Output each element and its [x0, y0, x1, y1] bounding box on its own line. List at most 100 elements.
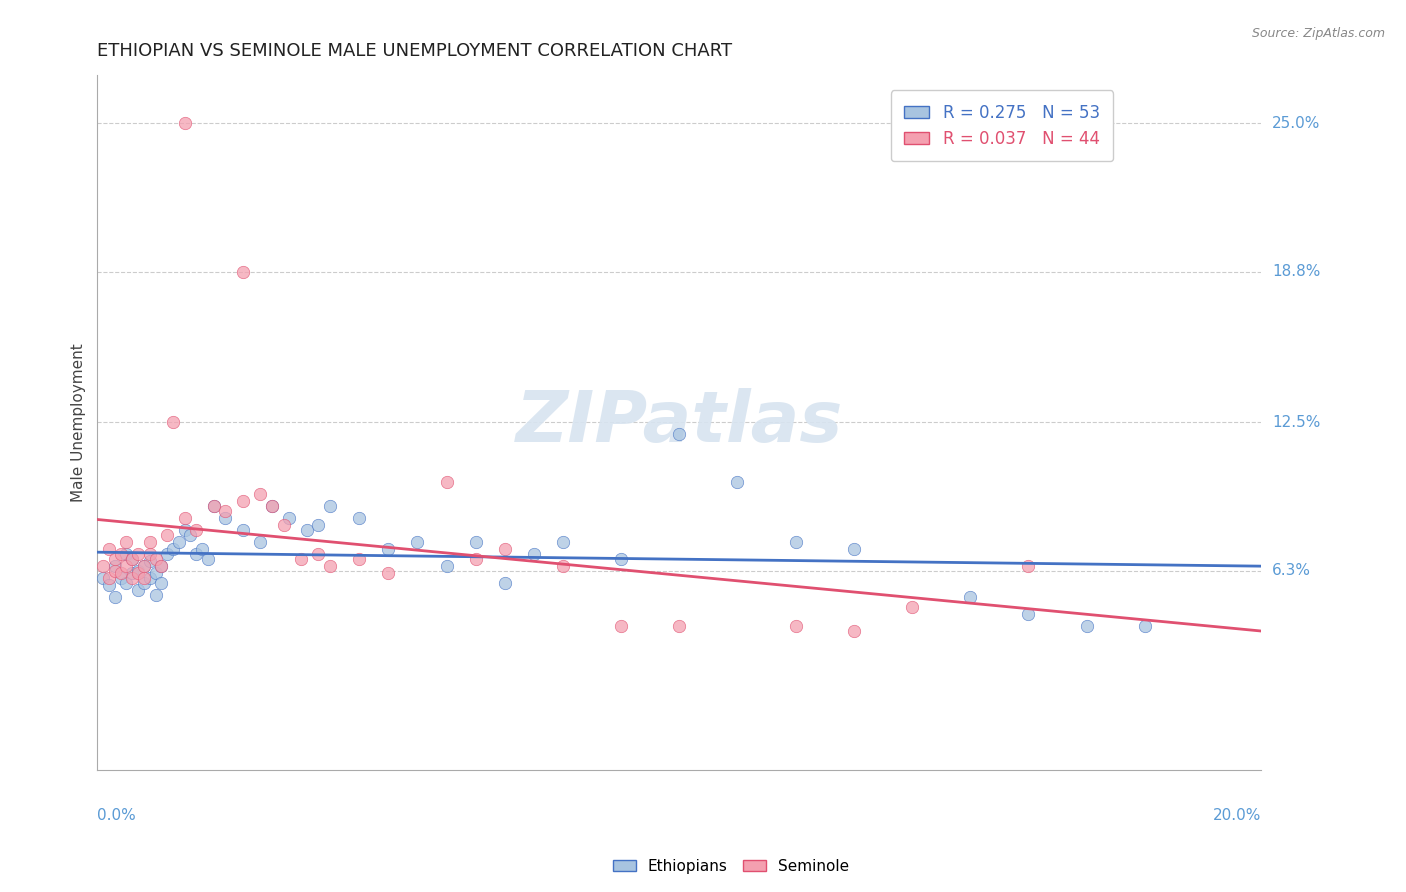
Point	[138, 554, 160, 568]
Point	[464, 552, 486, 566]
Point	[98, 542, 121, 557]
Point	[214, 504, 236, 518]
Point	[842, 542, 865, 557]
Point	[138, 547, 160, 561]
Text: ZIPatlas: ZIPatlas	[516, 388, 844, 457]
Point	[173, 116, 195, 130]
Point	[91, 571, 114, 585]
Point	[347, 511, 370, 525]
Point	[278, 511, 301, 525]
Point	[406, 535, 429, 549]
Point	[121, 552, 143, 566]
Point	[110, 571, 132, 585]
Point	[494, 575, 516, 590]
Text: 25.0%: 25.0%	[1272, 116, 1320, 130]
Text: ETHIOPIAN VS SEMINOLE MALE UNEMPLOYMENT CORRELATION CHART: ETHIOPIAN VS SEMINOLE MALE UNEMPLOYMENT …	[97, 42, 733, 60]
Point	[377, 542, 399, 557]
Point	[551, 559, 574, 574]
Text: 0.0%: 0.0%	[97, 808, 136, 823]
Legend: R = 0.275   N = 53, R = 0.037   N = 44: R = 0.275 N = 53, R = 0.037 N = 44	[891, 90, 1114, 161]
Point	[127, 566, 149, 581]
Point	[173, 511, 195, 525]
Point	[249, 487, 271, 501]
Point	[785, 535, 807, 549]
Y-axis label: Male Unemployment: Male Unemployment	[72, 343, 86, 502]
Point	[98, 578, 121, 592]
Point	[98, 571, 121, 585]
Point	[197, 552, 219, 566]
Text: 18.8%: 18.8%	[1272, 264, 1320, 279]
Point	[232, 494, 254, 508]
Point	[295, 523, 318, 537]
Point	[308, 518, 330, 533]
Point	[785, 619, 807, 633]
Point	[494, 542, 516, 557]
Point	[319, 559, 342, 574]
Point	[138, 535, 160, 549]
Point	[121, 571, 143, 585]
Point	[232, 264, 254, 278]
Point	[273, 518, 295, 533]
Point	[232, 523, 254, 537]
Point	[214, 511, 236, 525]
Point	[1017, 559, 1039, 574]
Point	[377, 566, 399, 581]
Point	[727, 475, 749, 490]
Point	[436, 475, 458, 490]
Point	[162, 542, 184, 557]
Point	[115, 547, 138, 561]
Point	[110, 547, 132, 561]
Point	[132, 559, 155, 574]
Point	[156, 528, 179, 542]
Point	[901, 599, 924, 614]
Point	[173, 523, 195, 537]
Point	[115, 575, 138, 590]
Point	[1076, 619, 1098, 633]
Point	[156, 547, 179, 561]
Point	[464, 535, 486, 549]
Point	[179, 528, 201, 542]
Point	[162, 416, 184, 430]
Point	[127, 547, 149, 561]
Point	[347, 552, 370, 566]
Point	[150, 559, 173, 574]
Point	[202, 499, 225, 513]
Text: Source: ZipAtlas.com: Source: ZipAtlas.com	[1251, 27, 1385, 40]
Point	[319, 499, 342, 513]
Point	[91, 559, 114, 574]
Point	[132, 559, 155, 574]
Point	[551, 535, 574, 549]
Point	[132, 575, 155, 590]
Point	[104, 552, 127, 566]
Point	[150, 559, 173, 574]
Point	[138, 571, 160, 585]
Text: 20.0%: 20.0%	[1213, 808, 1261, 823]
Point	[202, 499, 225, 513]
Point	[104, 564, 127, 578]
Point	[127, 564, 149, 578]
Point	[150, 575, 173, 590]
Point	[260, 499, 283, 513]
Point	[290, 552, 312, 566]
Point	[842, 624, 865, 638]
Point	[145, 552, 167, 566]
Point	[959, 590, 981, 604]
Point	[1017, 607, 1039, 621]
Point	[249, 535, 271, 549]
Point	[167, 535, 190, 549]
Point	[115, 559, 138, 574]
Point	[104, 559, 127, 574]
Point	[610, 619, 633, 633]
Text: 12.5%: 12.5%	[1272, 415, 1320, 430]
Point	[436, 559, 458, 574]
Point	[121, 566, 143, 581]
Point	[523, 547, 546, 561]
Point	[132, 571, 155, 585]
Point	[260, 499, 283, 513]
Point	[610, 552, 633, 566]
Point	[145, 566, 167, 581]
Point	[127, 582, 149, 597]
Point	[104, 590, 127, 604]
Point	[308, 547, 330, 561]
Point	[110, 566, 132, 581]
